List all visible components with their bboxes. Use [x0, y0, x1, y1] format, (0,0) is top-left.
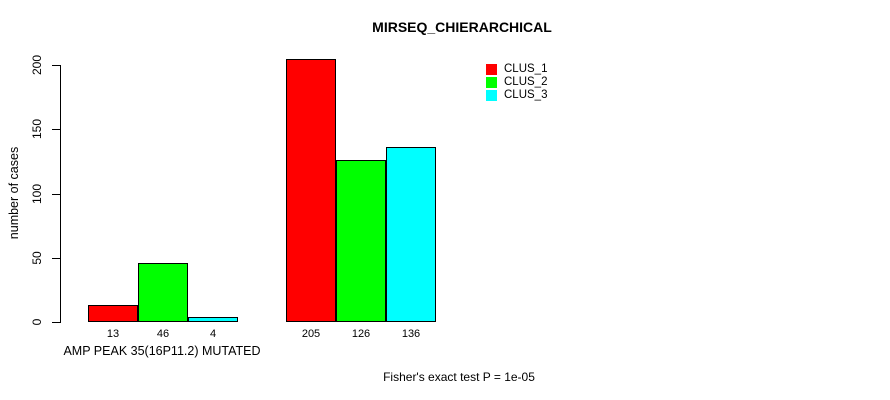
legend-item-clus_2: CLUS_2 [486, 76, 548, 88]
bar-value-label: 126 [351, 328, 371, 340]
y-tick-label: 100 [30, 183, 44, 204]
bar-value-label: 13 [106, 328, 120, 340]
y-axis-line [60, 65, 61, 323]
bar-clus_1-group1 [88, 305, 138, 322]
x-axis-title: AMP PEAK 35(16P11.2) MUTATED [63, 344, 261, 358]
legend-item-clus_1: CLUS_1 [486, 63, 548, 75]
legend: CLUS_1 CLUS_2 CLUS_3 [486, 63, 548, 103]
y-tick-label: 0 [30, 318, 44, 326]
y-tick-mark [52, 322, 60, 323]
legend-swatch-icon [486, 64, 497, 75]
bar-clus_3-group1 [188, 316, 238, 322]
y-tick-mark [52, 65, 60, 67]
legend-label: CLUS_2 [504, 76, 548, 88]
chart-title: MIRSEQ_CHIERARCHICAL [372, 19, 552, 35]
legend-item-clus_3: CLUS_3 [486, 89, 548, 101]
bar-value-label: 205 [301, 328, 321, 340]
y-tick-label: 50 [30, 251, 44, 265]
y-tick-label: 200 [30, 55, 44, 76]
bar-value-label: 136 [401, 328, 421, 340]
bar-clus_1-group2 [286, 58, 336, 322]
footer-annotation: Fisher's exact test P = 1e-05 [383, 370, 535, 384]
bar-value-label: 46 [156, 328, 170, 340]
bar-clus_2-group2 [336, 160, 386, 322]
y-tick-mark [52, 257, 60, 259]
bar-clus_3-group2 [386, 147, 436, 322]
bar-clus_2-group1 [138, 262, 188, 322]
y-tick-label: 150 [30, 119, 44, 140]
y-tick-mark [52, 193, 60, 195]
legend-swatch-icon [486, 77, 497, 88]
legend-label: CLUS_1 [504, 63, 548, 75]
legend-swatch-icon [486, 90, 497, 101]
bar-value-label: 4 [209, 328, 217, 340]
y-tick-mark [52, 129, 60, 131]
legend-label: CLUS_3 [504, 89, 548, 101]
y-axis-title: number of cases [7, 146, 21, 240]
